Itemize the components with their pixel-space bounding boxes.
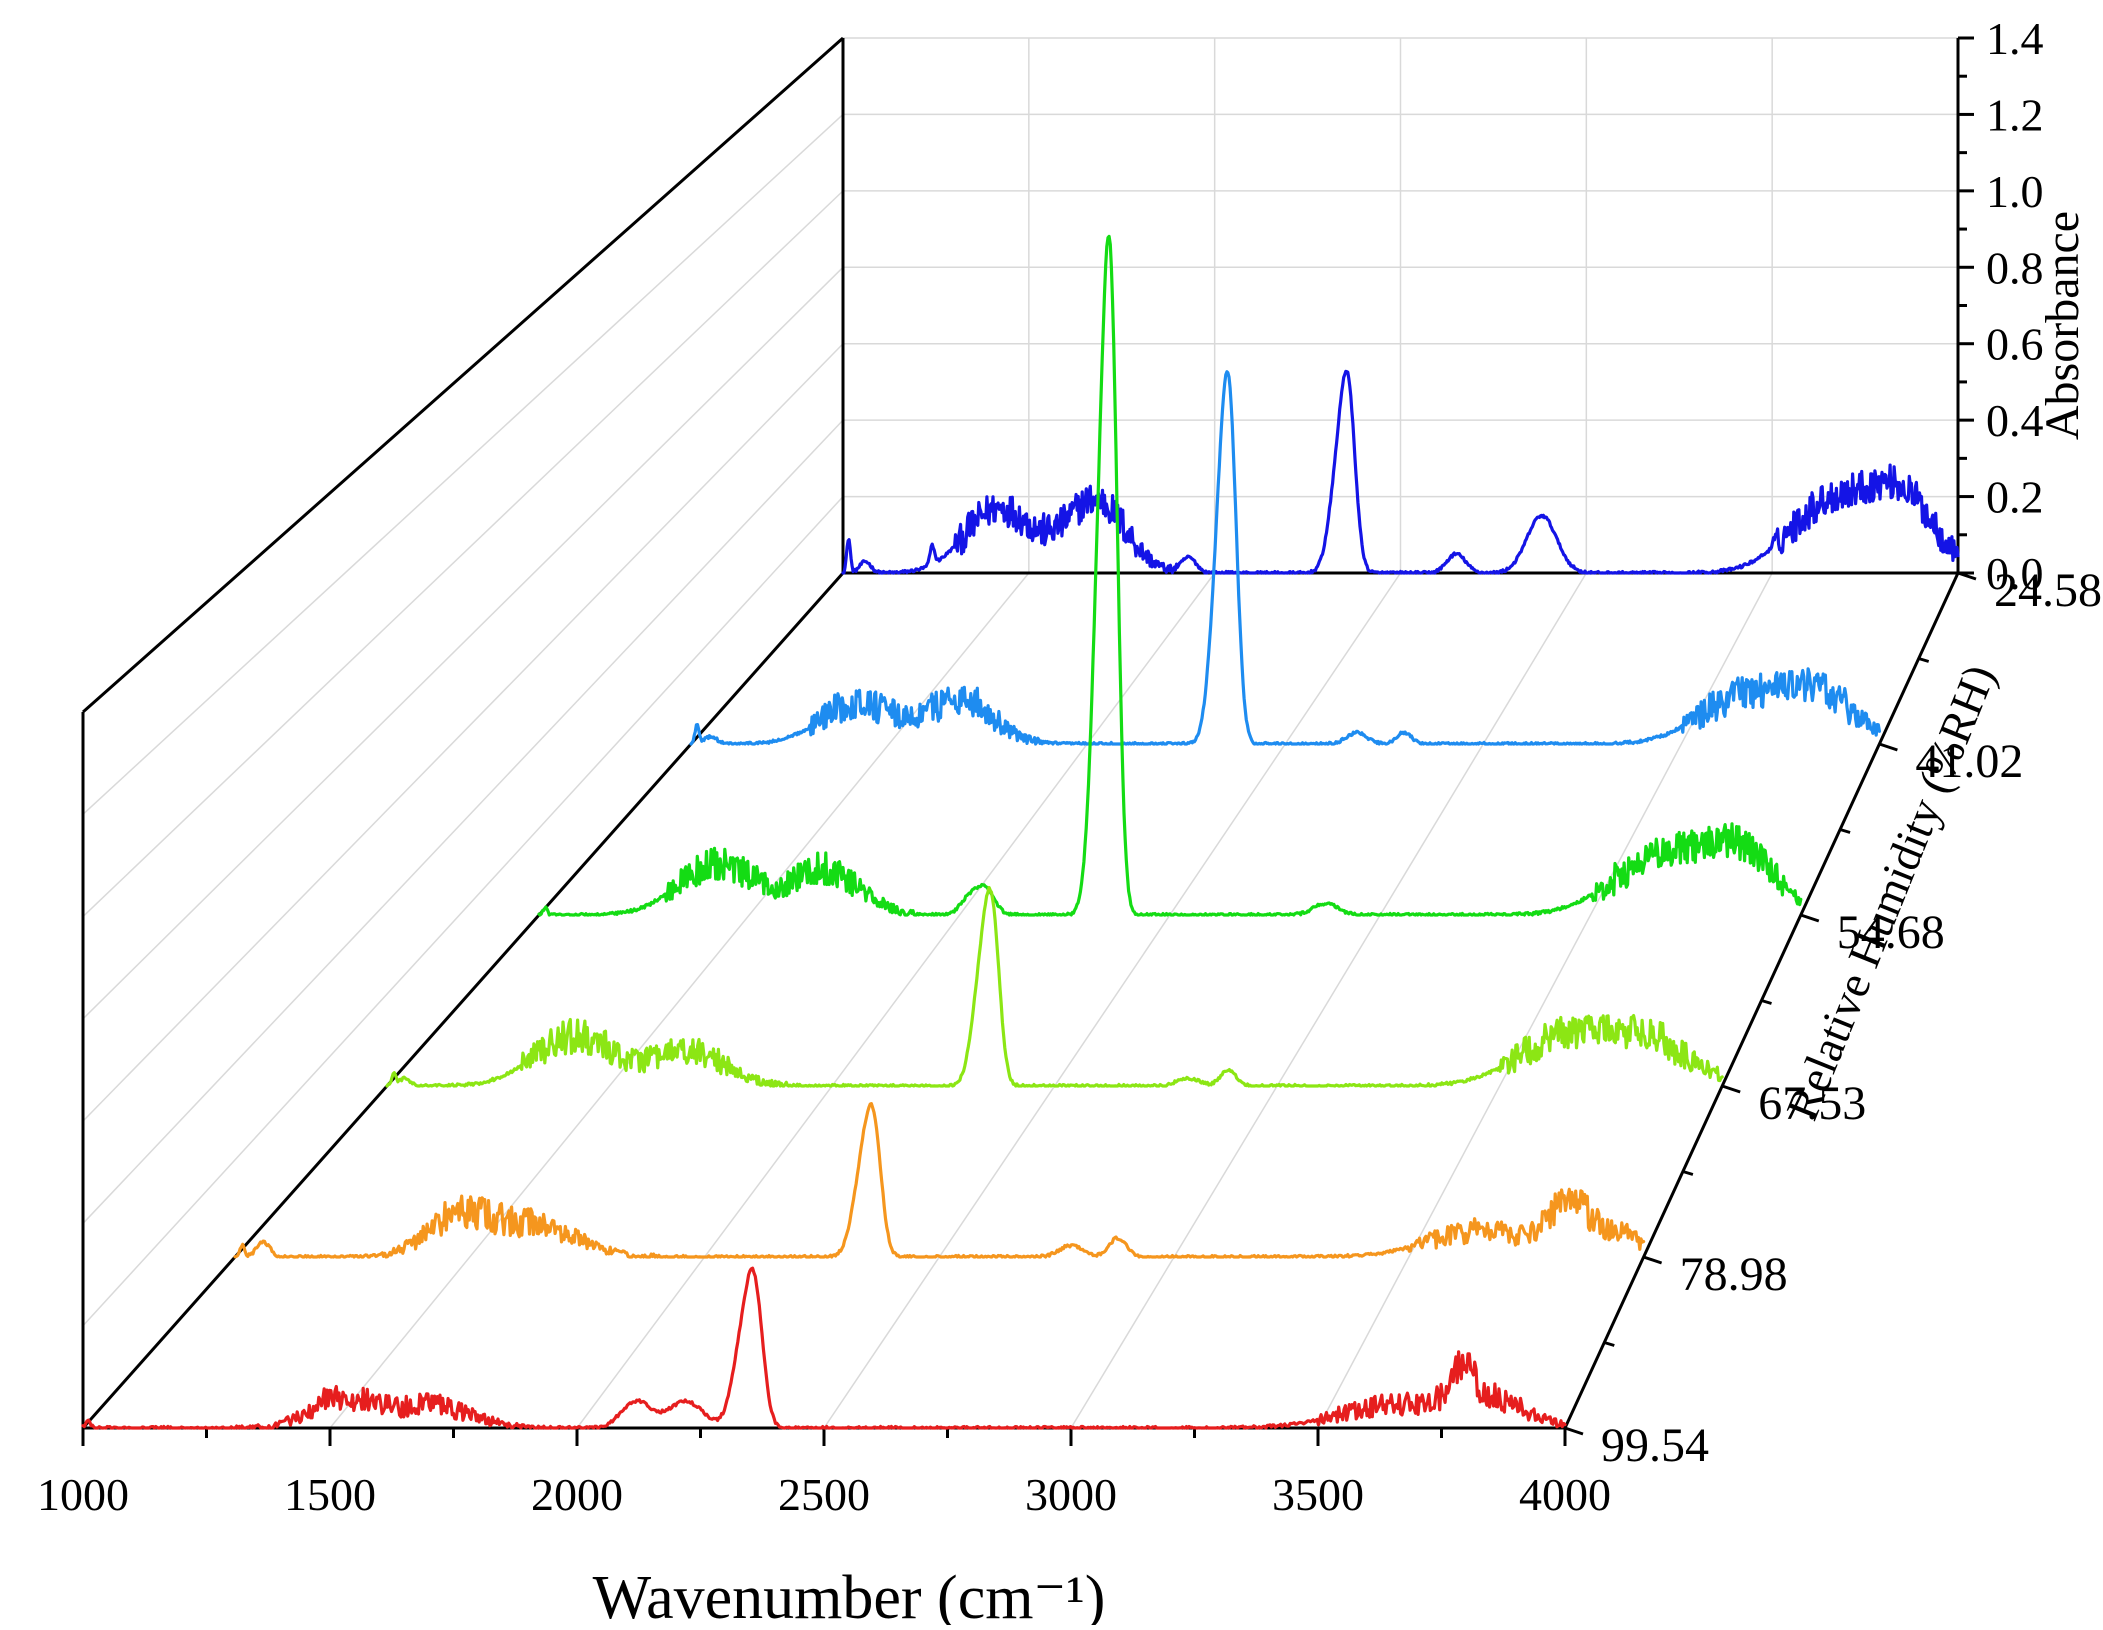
x-tick-label: 1500 [284,1469,376,1520]
label-layer: Wavenumber (cm⁻¹) Absorbance Relative Hu… [37,13,2102,1630]
x-tick-label: 1000 [37,1469,129,1520]
y-tick-label: 1.4 [1986,13,2044,64]
spectrum-line-24.58 [841,369,1960,575]
side-wall-gridline [82,419,844,1224]
side-wall-gridline [82,113,844,815]
z-minor-tick [1761,999,1772,1005]
left-top-edge [82,36,844,714]
z-minor-tick [1839,828,1851,834]
y-tick-label: 0.0 [1986,548,2044,599]
spectrum-line-78.98 [233,1101,1646,1259]
z-minor-tick [1603,1341,1615,1347]
z-minor-tick [1918,657,1930,663]
z-tick [1957,571,1977,581]
y-tick-label: 0.2 [1986,472,2044,523]
z-tick-label: 24.58 [1994,564,2102,617]
z-tick-label: 99.54 [1601,1419,1709,1472]
y-tick-label: 1.2 [1986,89,2044,140]
z-minor-tick [1682,1170,1694,1176]
z-tick-label: 41.02 [1915,735,2023,788]
y-tick-label: 0.8 [1986,242,2044,293]
y-axis-title: Absorbance [2036,211,2089,440]
z-tick [1564,1426,1584,1436]
spectrum-line-41.02 [689,370,1882,746]
spectrum-line-54.68 [537,234,1803,917]
spectrum-line-99.54 [81,1266,1567,1430]
left-floor-edge [81,572,845,1429]
side-wall-gridline [82,496,844,1327]
floor-gridline [329,572,1030,1429]
z-tick [1721,1084,1741,1094]
side-wall-gridline [82,343,844,1122]
z-tick-label: 54.68 [1837,906,1945,959]
y-tick-label: 0.4 [1986,395,2044,446]
spectrum-line-67.53 [385,885,1724,1088]
y-tick-label: 0.6 [1986,319,2044,370]
z-tick-label: 67.53 [1758,1077,1866,1130]
floor-gridline [576,572,1216,1429]
x-tick-label: 3000 [1025,1469,1117,1520]
spectra-layer [81,234,1960,1430]
floor-gridline [1070,572,1587,1429]
side-wall-gridline [82,266,844,1020]
x-tick-label: 4000 [1519,1469,1611,1520]
x-tick-label: 2000 [531,1469,623,1520]
z-tick [1643,1255,1663,1265]
y-tick-label: 1.0 [1986,166,2044,217]
x-tick-label: 2500 [778,1469,870,1520]
z-tick [1878,742,1898,752]
x-axis-title: Wavenumber (cm⁻¹) [593,1564,1106,1625]
z-tick-label: 78.98 [1680,1248,1788,1301]
side-wall-gridline [82,190,844,918]
x-tick-label: 3500 [1272,1469,1364,1520]
floor-gridline [823,572,1402,1429]
z-tick [1800,913,1820,923]
